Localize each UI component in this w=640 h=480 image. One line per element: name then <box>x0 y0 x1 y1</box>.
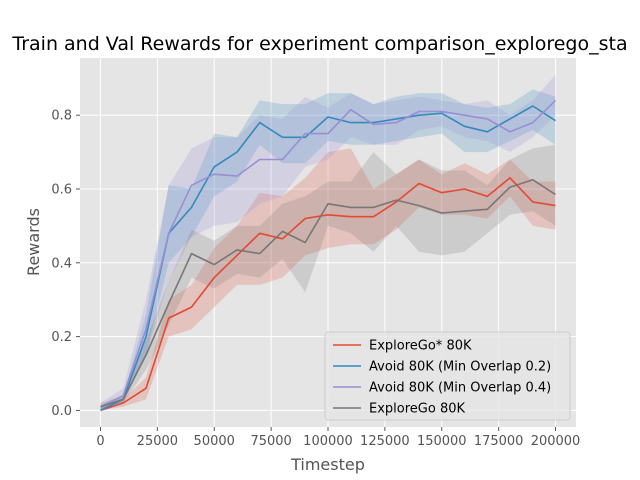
x-tick-label: 50000 <box>194 434 235 449</box>
x-axis-ticks: 0 25000 50000 75000 100000 125000 150000 175000… <box>96 427 580 449</box>
x-tick-label: 200000 <box>531 434 581 449</box>
x-tick-label: 125000 <box>360 434 410 449</box>
line-series-3 <box>100 179 556 408</box>
y-tick-label: 0.6 <box>51 182 72 197</box>
x-tick-label: 75000 <box>250 434 291 449</box>
legend-label-2: Avoid 80K (Min Overlap 0.4) <box>369 381 551 396</box>
x-tick-label: 150000 <box>417 434 467 449</box>
legend-label-1: Avoid 80K (Min Overlap 0.2) <box>369 360 551 375</box>
chart-title: Train and Val Rewards for experiment com… <box>11 33 627 55</box>
line-series-2 <box>100 99 557 408</box>
band-series-0 <box>100 148 556 411</box>
y-tick-label: 0.8 <box>51 109 72 124</box>
line-series-0 <box>100 177 556 412</box>
x-tick-label: 25000 <box>137 434 178 449</box>
band-series-2 <box>100 74 556 411</box>
legend-label-0: ExploreGo* 80K <box>369 339 472 354</box>
line-series-1 <box>100 105 556 412</box>
y-axis-ticks: 0.0 0.2 0.4 0.6 0.8 <box>51 109 80 419</box>
series-lines <box>100 99 557 412</box>
legend-label-3: ExploreGo 80K <box>369 402 465 417</box>
confidence-bands <box>100 74 556 411</box>
x-tick-label: 100000 <box>303 434 353 449</box>
x-tick-label: 0 <box>96 434 104 449</box>
band-series-1 <box>100 89 556 411</box>
legend-box <box>324 331 571 421</box>
y-tick-label: 0.4 <box>51 256 72 271</box>
y-tick-label: 0.2 <box>51 330 72 345</box>
x-tick-label: 175000 <box>474 434 524 449</box>
y-axis-label: Rewards <box>24 208 43 276</box>
y-tick-label: 0.0 <box>51 404 72 419</box>
x-axis-label: Timestep <box>290 455 365 474</box>
band-series-3 <box>100 144 556 411</box>
legend: ExploreGo* 80K Avoid 80K (Min Overlap 0.2… <box>324 331 571 421</box>
